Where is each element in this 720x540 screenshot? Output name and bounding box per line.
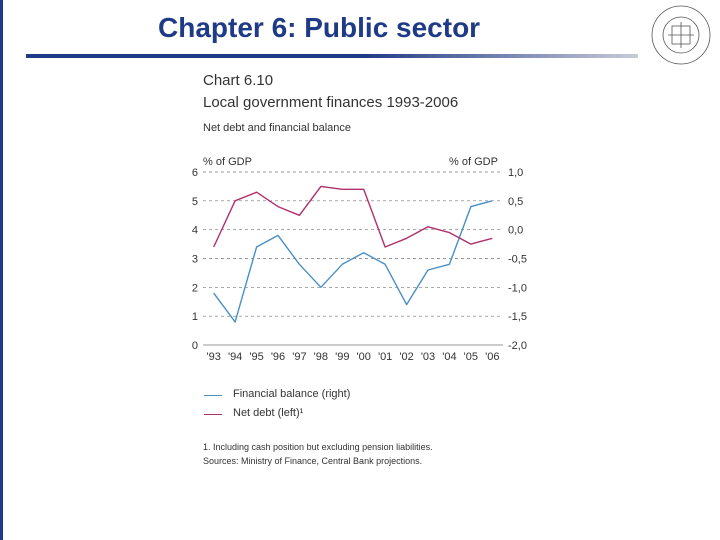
x-tick-label: '05	[464, 351, 478, 363]
legend-swatch-financial-balance	[204, 395, 222, 396]
x-tick-label: '04	[442, 351, 456, 363]
x-tick-label: '96	[271, 351, 285, 363]
x-tick-label: '94	[228, 351, 242, 363]
legend-swatch-net-debt	[204, 414, 222, 415]
right-tick-label: 1,0	[508, 167, 523, 179]
left-tick-label: 0	[192, 340, 198, 352]
left-tick-label: 3	[192, 254, 198, 266]
left-tick-label: 5	[192, 196, 198, 208]
legend-label-financial-balance: Financial balance (right)	[233, 388, 351, 400]
x-tick-label: '98	[314, 351, 328, 363]
chart-number: Chart 6.10	[203, 72, 274, 89]
chart-footnote: 1. Including cash position but excluding…	[203, 442, 433, 452]
title-divider	[26, 54, 638, 58]
right-axis-unit: % of GDP	[449, 156, 498, 168]
right-tick-label: -1,5	[508, 311, 527, 323]
right-tick-label: -2,0	[508, 340, 527, 352]
series-line-financial-balance	[213, 200, 493, 323]
x-tick-label: '97	[292, 351, 306, 363]
legend-label-net-debt: Net debt (left)¹	[233, 407, 304, 419]
left-tick-label: 2	[192, 282, 198, 294]
left-tick-label: 6	[192, 167, 198, 179]
left-tick-label: 4	[192, 225, 198, 237]
x-tick-label: '00	[357, 351, 371, 363]
x-tick-label: '95	[249, 351, 263, 363]
x-tick-label: '99	[335, 351, 349, 363]
x-tick-label: '93	[207, 351, 221, 363]
slide-title: Chapter 6: Public sector	[158, 12, 481, 43]
right-tick-label: 0,5	[508, 196, 523, 208]
chart-subtitle: Net debt and financial balance	[203, 122, 351, 134]
chart-sources: Sources: Ministry of Finance, Central Ba…	[203, 456, 423, 466]
x-tick-label: '06	[485, 351, 499, 363]
x-tick-label: '02	[399, 351, 413, 363]
left-axis-unit: % of GDP	[203, 156, 252, 168]
right-tick-label: -0,5	[508, 254, 527, 266]
slide-left-edge	[0, 0, 3, 540]
right-tick-label: 0,0	[508, 225, 523, 237]
series-line-net-debt	[213, 185, 493, 248]
x-tick-label: '03	[421, 351, 435, 363]
left-tick-label: 1	[192, 311, 198, 323]
chart-title: Local government finances 1993-2006	[203, 94, 459, 111]
institution-seal-logo	[651, 5, 711, 65]
right-tick-label: -1,0	[508, 282, 527, 294]
x-tick-label: '01	[378, 351, 392, 363]
